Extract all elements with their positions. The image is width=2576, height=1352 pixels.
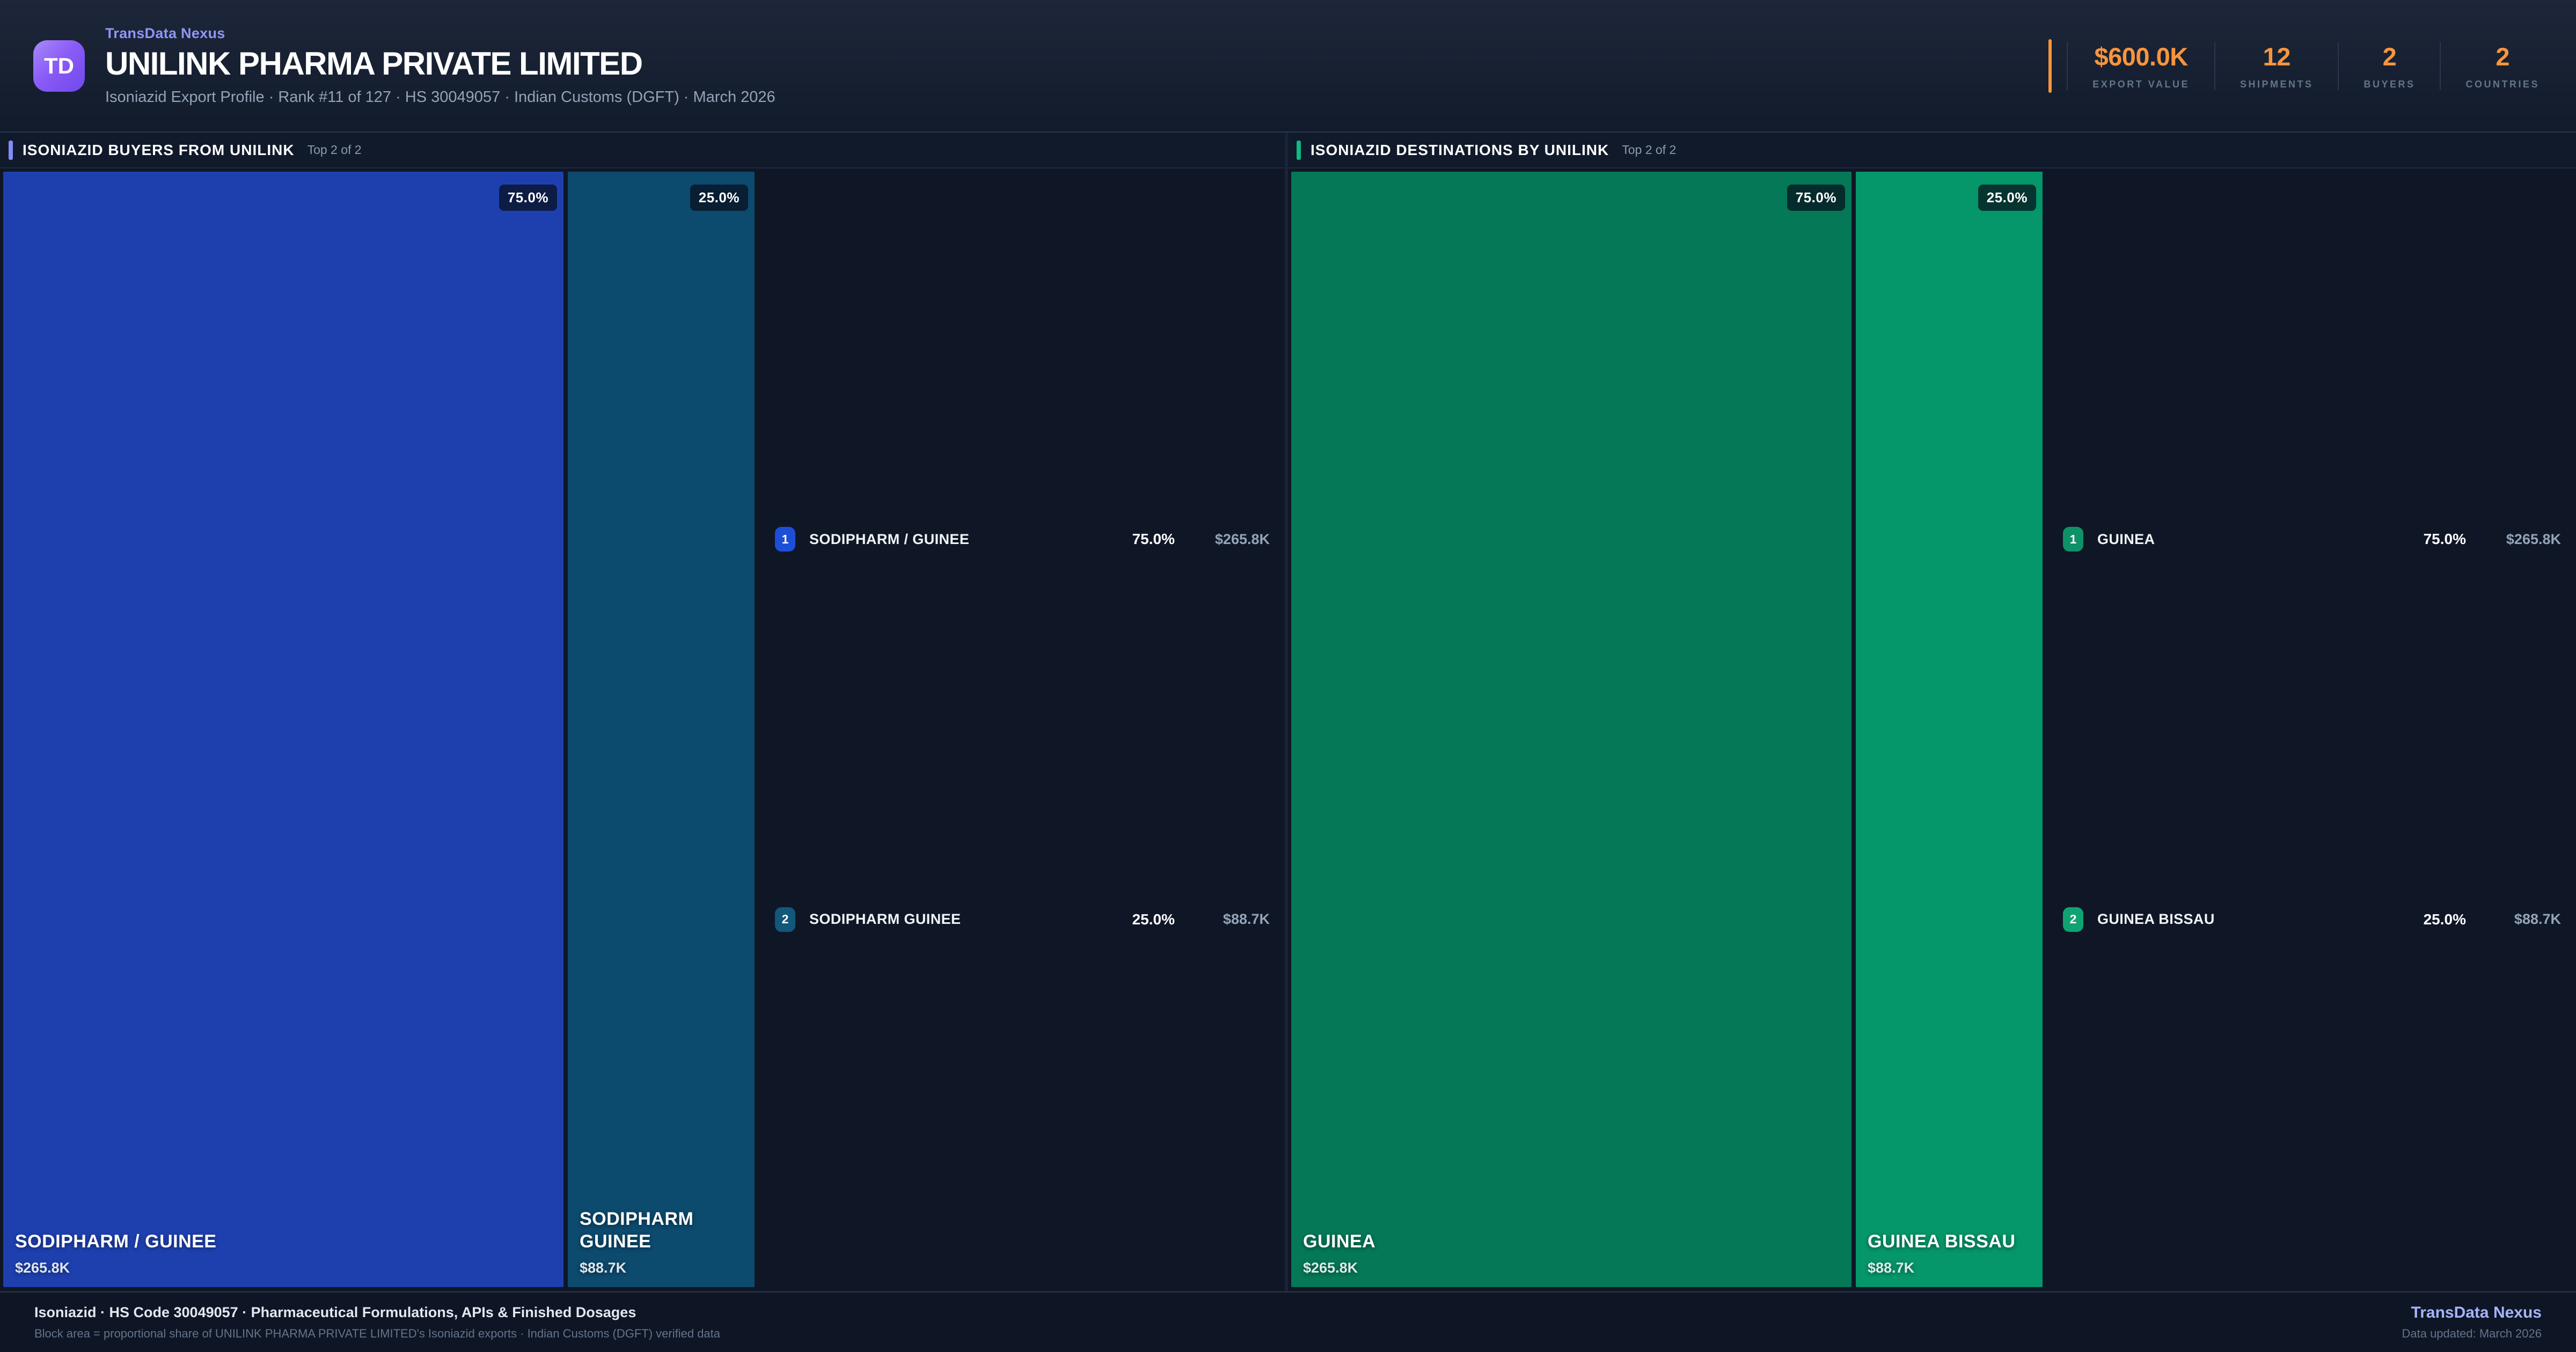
footer-left: Isoniazid · HS Code 30049057 · Pharmaceu… bbox=[34, 1304, 720, 1341]
block-name: GUINEA BISSAU bbox=[1868, 1231, 2016, 1252]
legend-row: 1 SODIPHARM / GUINEE 75.0% $265.8K bbox=[775, 527, 1270, 552]
stat-label: COUNTRIES bbox=[2465, 78, 2540, 90]
block-value: $88.7K bbox=[580, 1260, 627, 1276]
panel-buyers: ISONIAZID BUYERS FROM UNILINK Top 2 of 2… bbox=[0, 133, 1288, 1291]
panel-title: ISONIAZID BUYERS FROM UNILINK bbox=[23, 141, 295, 158]
buyers-treemap: 75.0% SODIPHARM / GUINEE $265.8K 25.0% S… bbox=[3, 172, 755, 1287]
stat-shipments: 12 SHIPMENTS bbox=[2214, 41, 2338, 90]
panel-destinations-body: 75.0% GUINEA $265.8K 25.0% GUINEA BISSAU… bbox=[1288, 168, 2576, 1291]
destinations-legend: 1 GUINEA 75.0% $265.8K 2 GUINEA BISSAU 2… bbox=[2043, 172, 2576, 1287]
stat-buyers: 2 BUYERS bbox=[2338, 41, 2440, 90]
block-value: $88.7K bbox=[1868, 1260, 1915, 1276]
block-name: GUINEA bbox=[1303, 1231, 1376, 1252]
treemap-block-sodipharm-guinee-1: 75.0% SODIPHARM / GUINEE $265.8K bbox=[3, 172, 564, 1287]
block-info: GUINEA $265.8K bbox=[1303, 1231, 1842, 1276]
rank-badge: 1 bbox=[775, 527, 795, 552]
stat-label: SHIPMENTS bbox=[2240, 78, 2314, 90]
block-info: GUINEA BISSAU $88.7K bbox=[1868, 1231, 2033, 1276]
rank-badge: 2 bbox=[2063, 907, 2083, 932]
legend-name: GUINEA bbox=[2097, 531, 2155, 547]
buyers-legend: 1 SODIPHARM / GUINEE 75.0% $265.8K 2 SOD… bbox=[755, 172, 1285, 1287]
header-identity: TD TransData Nexus UNILINK PHARMA PRIVAT… bbox=[33, 25, 775, 106]
stat-value: 2 bbox=[2382, 42, 2397, 71]
rank-badge: 2 bbox=[775, 907, 795, 932]
stat-value: $600.0K bbox=[2094, 42, 2189, 71]
panel-meta: Top 2 of 2 bbox=[1622, 143, 1677, 157]
panel-meta: Top 2 of 2 bbox=[307, 143, 362, 157]
legend-share: 25.0% bbox=[2423, 910, 2466, 928]
block-info: SODIPHARM GUINEE $88.7K bbox=[580, 1208, 745, 1276]
legend-row: 1 GUINEA 75.0% $265.8K bbox=[2063, 527, 2561, 552]
header-stats: $600.0K EXPORT VALUE 12 SHIPMENTS 2 BUYE… bbox=[2048, 39, 2543, 93]
rank-badge: 1 bbox=[2063, 527, 2083, 552]
block-name: SODIPHARM GUINEE bbox=[580, 1209, 694, 1252]
legend-name: SODIPHARM GUINEE bbox=[809, 911, 961, 928]
stat-label: EXPORT VALUE bbox=[2092, 78, 2190, 90]
legend-row: 2 SODIPHARM GUINEE 25.0% $88.7K bbox=[775, 907, 1270, 932]
page-title: UNILINK PHARMA PRIVATE LIMITED bbox=[105, 45, 643, 82]
treemap-block-guinea-bissau: 25.0% GUINEA BISSAU $88.7K bbox=[1856, 172, 2043, 1287]
panel-buyers-header: ISONIAZID BUYERS FROM UNILINK Top 2 of 2 bbox=[0, 133, 1285, 168]
panel-destinations-header: ISONIAZID DESTINATIONS BY UNILINK Top 2 … bbox=[1288, 133, 2576, 168]
destinations-treemap: 75.0% GUINEA $265.8K 25.0% GUINEA BISSAU… bbox=[1291, 172, 2043, 1287]
page-subtitle: Isoniazid Export Profile · Rank #11 of 1… bbox=[105, 89, 775, 106]
brand-logo: TD bbox=[33, 40, 85, 92]
legend-value: $265.8K bbox=[2506, 531, 2561, 547]
footer-right: TransData Nexus Data updated: March 2026 bbox=[2402, 1304, 2542, 1341]
panel-title: ISONIAZID DESTINATIONS BY UNILINK bbox=[1311, 141, 1609, 158]
legend-value: $88.7K bbox=[2514, 911, 2561, 928]
block-value: $265.8K bbox=[15, 1260, 70, 1276]
panel-accent-bar bbox=[1297, 140, 1301, 160]
app-footer: Isoniazid · HS Code 30049057 · Pharmaceu… bbox=[0, 1291, 2576, 1352]
legend-value: $88.7K bbox=[1223, 911, 1270, 928]
share-badge: 25.0% bbox=[690, 185, 748, 211]
block-value: $265.8K bbox=[1303, 1260, 1358, 1276]
share-badge: 25.0% bbox=[1978, 185, 2036, 211]
footer-methodology-line: Block area = proportional share of UNILI… bbox=[34, 1326, 721, 1340]
stat-value: 2 bbox=[2496, 42, 2510, 71]
panel-buyers-body: 75.0% SODIPHARM / GUINEE $265.8K 25.0% S… bbox=[0, 168, 1285, 1291]
legend-share: 75.0% bbox=[1132, 531, 1175, 548]
title-block: TransData Nexus UNILINK PHARMA PRIVATE L… bbox=[105, 25, 775, 106]
stat-export-value: $600.0K EXPORT VALUE bbox=[2067, 41, 2214, 90]
legend-name: GUINEA BISSAU bbox=[2097, 911, 2215, 928]
footer-brand: TransData Nexus bbox=[2411, 1304, 2542, 1321]
panel-destinations: ISONIAZID DESTINATIONS BY UNILINK Top 2 … bbox=[1288, 133, 2576, 1291]
stat-countries: 2 COUNTRIES bbox=[2440, 41, 2543, 90]
block-name: SODIPHARM / GUINEE bbox=[15, 1231, 217, 1252]
legend-share: 25.0% bbox=[1132, 910, 1175, 928]
panel-accent-bar bbox=[9, 140, 13, 160]
stat-label: BUYERS bbox=[2363, 78, 2416, 90]
share-badge: 75.0% bbox=[499, 185, 557, 211]
stat-value: 12 bbox=[2263, 42, 2291, 71]
share-badge: 75.0% bbox=[1787, 185, 1845, 211]
legend-name: SODIPHARM / GUINEE bbox=[809, 531, 970, 547]
legend-share: 75.0% bbox=[2423, 531, 2466, 548]
legend-value: $265.8K bbox=[1214, 531, 1270, 547]
brand-name: TransData Nexus bbox=[105, 25, 225, 41]
stats-accent-bar bbox=[2048, 39, 2052, 93]
footer-product-line: Isoniazid · HS Code 30049057 · Pharmaceu… bbox=[34, 1304, 636, 1320]
app-header: TD TransData Nexus UNILINK PHARMA PRIVAT… bbox=[0, 0, 2576, 133]
block-info: SODIPHARM / GUINEE $265.8K bbox=[15, 1231, 554, 1276]
main-content: ISONIAZID BUYERS FROM UNILINK Top 2 of 2… bbox=[0, 133, 2576, 1291]
treemap-block-guinea: 75.0% GUINEA $265.8K bbox=[1291, 172, 1851, 1287]
legend-row: 2 GUINEA BISSAU 25.0% $88.7K bbox=[2063, 907, 2561, 932]
footer-updated: Data updated: March 2026 bbox=[2402, 1327, 2542, 1340]
treemap-block-sodipharm-guinee-2: 25.0% SODIPHARM GUINEE $88.7K bbox=[568, 172, 755, 1287]
